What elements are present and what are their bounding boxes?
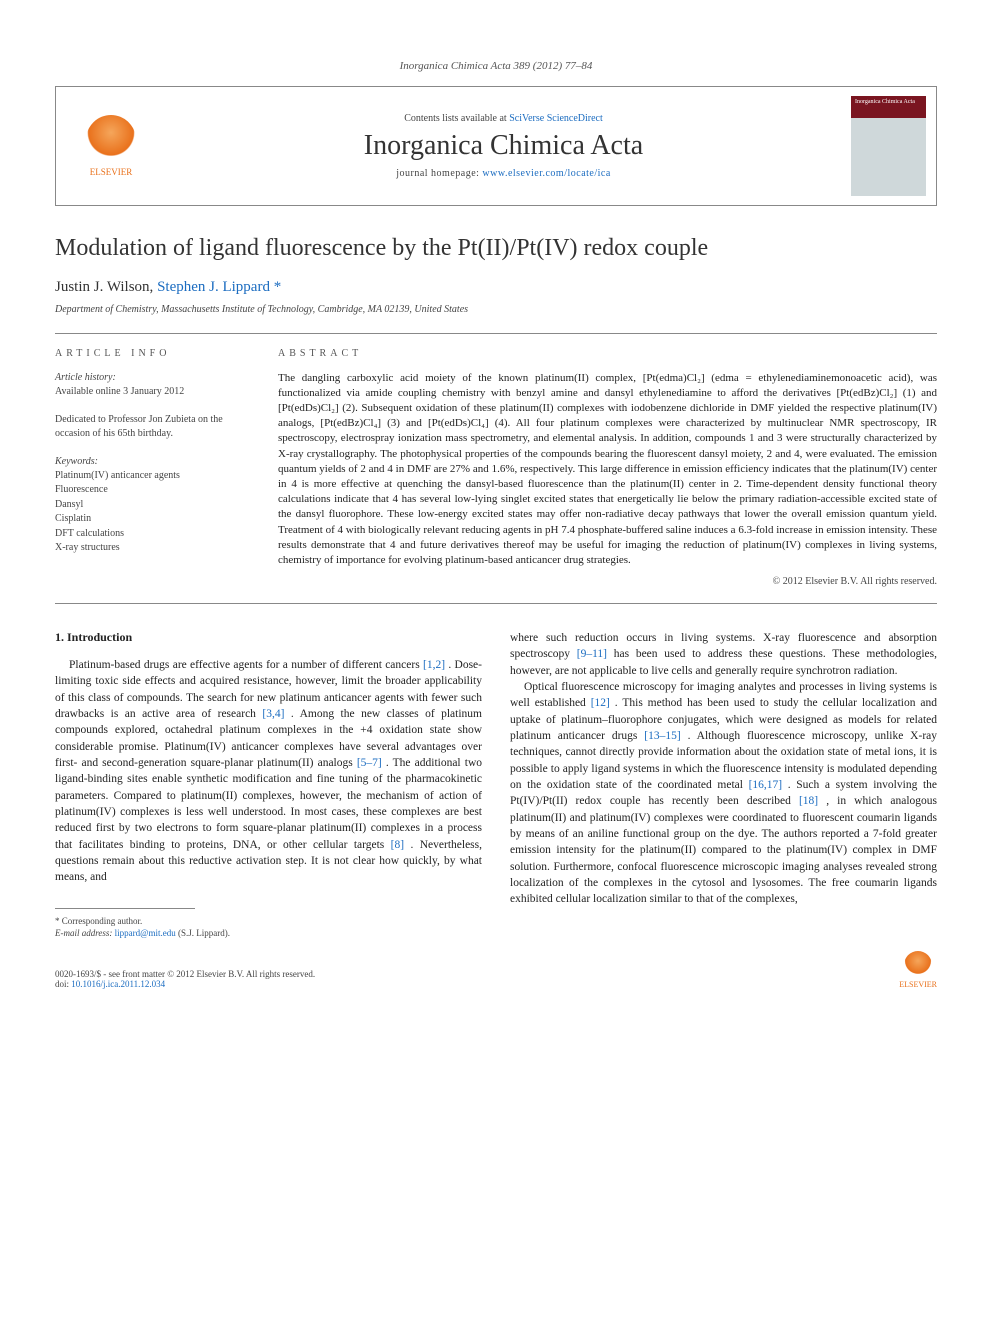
article-title: Modulation of ligand fluorescence by the… bbox=[55, 234, 937, 263]
history-label: Article history: bbox=[55, 371, 250, 385]
body-text: Platinum-based drugs are effective agent… bbox=[69, 659, 423, 671]
email-line: E-mail address: lippard@mit.edu (S.J. Li… bbox=[55, 927, 482, 939]
footer-publisher-logo[interactable]: ELSEVIER bbox=[899, 951, 937, 989]
keywords-list: Platinum(IV) anticancer agents Fluoresce… bbox=[55, 469, 250, 556]
corresponding-footnote: * Corresponding author. E-mail address: … bbox=[55, 915, 482, 939]
history-line: Available online 3 January 2012 bbox=[55, 385, 250, 399]
page-container: Inorganica Chimica Acta 389 (2012) 77–84… bbox=[0, 0, 992, 1029]
elsevier-logo[interactable]: ELSEVIER bbox=[86, 115, 136, 177]
issn-line: 0020-1693/$ - see front matter © 2012 El… bbox=[55, 969, 315, 979]
contents-line: Contents lists available at SciVerse Sci… bbox=[174, 113, 833, 124]
citation-link[interactable]: [18] bbox=[799, 795, 818, 807]
citation-link[interactable]: [1,2] bbox=[423, 659, 445, 671]
elsevier-tree-icon bbox=[86, 115, 136, 165]
homepage-line: journal homepage: www.elsevier.com/locat… bbox=[174, 168, 833, 179]
email-label: E-mail address: bbox=[55, 928, 115, 938]
journal-header-box: ELSEVIER Contents lists available at Sci… bbox=[55, 86, 937, 206]
citation-link[interactable]: [8] bbox=[391, 839, 404, 851]
citation-link[interactable]: [12] bbox=[591, 697, 610, 709]
doi-line: doi: 10.1016/j.ica.2011.12.034 bbox=[55, 979, 315, 989]
divider-bottom bbox=[55, 603, 937, 604]
homepage-link[interactable]: www.elsevier.com/locate/ica bbox=[482, 168, 610, 179]
abstract-text: The dangling carboxylic acid moiety of t… bbox=[278, 371, 937, 568]
journal-reference: Inorganica Chimica Acta 389 (2012) 77–84 bbox=[55, 60, 937, 72]
article-info-column: article info Article history: Available … bbox=[55, 348, 250, 587]
keyword-item: Platinum(IV) anticancer agents bbox=[55, 469, 250, 484]
introduction-heading: 1. Introduction bbox=[55, 630, 482, 645]
body-column-left: 1. Introduction Platinum-based drugs are… bbox=[55, 630, 482, 939]
email-suffix: (S.J. Lippard). bbox=[178, 928, 230, 938]
homepage-prefix: journal homepage: bbox=[396, 168, 482, 179]
cover-title: Inorganica Chimica Acta bbox=[851, 96, 926, 109]
author-1: Justin J. Wilson, bbox=[55, 279, 157, 295]
email-link[interactable]: lippard@mit.edu bbox=[115, 928, 176, 938]
footer-left: 0020-1693/$ - see front matter © 2012 El… bbox=[55, 969, 315, 989]
abstract-heading: abstract bbox=[278, 348, 937, 359]
keywords-block: Keywords: Platinum(IV) anticancer agents… bbox=[55, 455, 250, 556]
body-columns: 1. Introduction Platinum-based drugs are… bbox=[55, 630, 937, 939]
elsevier-tree-icon bbox=[904, 951, 932, 979]
page-footer: 0020-1693/$ - see front matter © 2012 El… bbox=[55, 951, 937, 989]
author-corresponding[interactable]: Stephen J. Lippard bbox=[157, 279, 270, 295]
keywords-label: Keywords: bbox=[55, 455, 250, 469]
body-paragraph: Platinum-based drugs are effective agent… bbox=[55, 657, 482, 886]
publisher-logo-area: ELSEVIER bbox=[56, 87, 166, 205]
article-info-heading: article info bbox=[55, 348, 250, 359]
journal-cover-thumbnail[interactable]: Inorganica Chimica Acta bbox=[851, 96, 926, 196]
keyword-item: Cisplatin bbox=[55, 512, 250, 527]
body-paragraph: Optical fluorescence microscopy for imag… bbox=[510, 679, 937, 908]
journal-title: Inorganica Chimica Acta bbox=[174, 130, 833, 162]
doi-label: doi: bbox=[55, 979, 69, 989]
corresponding-marker[interactable]: * bbox=[274, 279, 282, 295]
publisher-name: ELSEVIER bbox=[86, 167, 136, 177]
body-text: , in which analogous platinum(II) and pl… bbox=[510, 795, 937, 905]
footnote-divider bbox=[55, 908, 195, 909]
footer-publisher-name: ELSEVIER bbox=[899, 980, 937, 989]
body-paragraph: where such reduction occurs in living sy… bbox=[510, 630, 937, 679]
keyword-item: Dansyl bbox=[55, 498, 250, 513]
citation-link[interactable]: [16,17] bbox=[749, 779, 783, 791]
citation-link[interactable]: [9–11] bbox=[577, 648, 607, 660]
header-center: Contents lists available at SciVerse Sci… bbox=[166, 87, 841, 205]
info-abstract-row: article info Article history: Available … bbox=[55, 334, 937, 603]
abstract-copyright: © 2012 Elsevier B.V. All rights reserved… bbox=[278, 576, 937, 587]
authors-line: Justin J. Wilson, Stephen J. Lippard * bbox=[55, 279, 937, 296]
contents-prefix: Contents lists available at bbox=[404, 113, 509, 124]
citation-link[interactable]: [5–7] bbox=[357, 757, 382, 769]
body-text: . The additional two ligand-binding site… bbox=[55, 757, 482, 851]
dedication: Dedicated to Professor Jon Zubieta on th… bbox=[55, 413, 250, 441]
citation-link[interactable]: [3,4] bbox=[262, 708, 284, 720]
keyword-item: DFT calculations bbox=[55, 527, 250, 542]
citation-link[interactable]: [13–15] bbox=[644, 730, 680, 742]
cover-thumb-area: Inorganica Chimica Acta bbox=[841, 87, 936, 205]
keyword-item: X-ray structures bbox=[55, 541, 250, 556]
sciencedirect-link[interactable]: SciVerse ScienceDirect bbox=[509, 113, 603, 124]
doi-link[interactable]: 10.1016/j.ica.2011.12.034 bbox=[71, 979, 165, 989]
body-column-right: where such reduction occurs in living sy… bbox=[510, 630, 937, 939]
corresponding-label: * Corresponding author. bbox=[55, 915, 482, 927]
article-history-block: Article history: Available online 3 Janu… bbox=[55, 371, 250, 399]
affiliation: Department of Chemistry, Massachusetts I… bbox=[55, 304, 937, 315]
keyword-item: Fluorescence bbox=[55, 483, 250, 498]
abstract-column: abstract The dangling carboxylic acid mo… bbox=[278, 348, 937, 587]
